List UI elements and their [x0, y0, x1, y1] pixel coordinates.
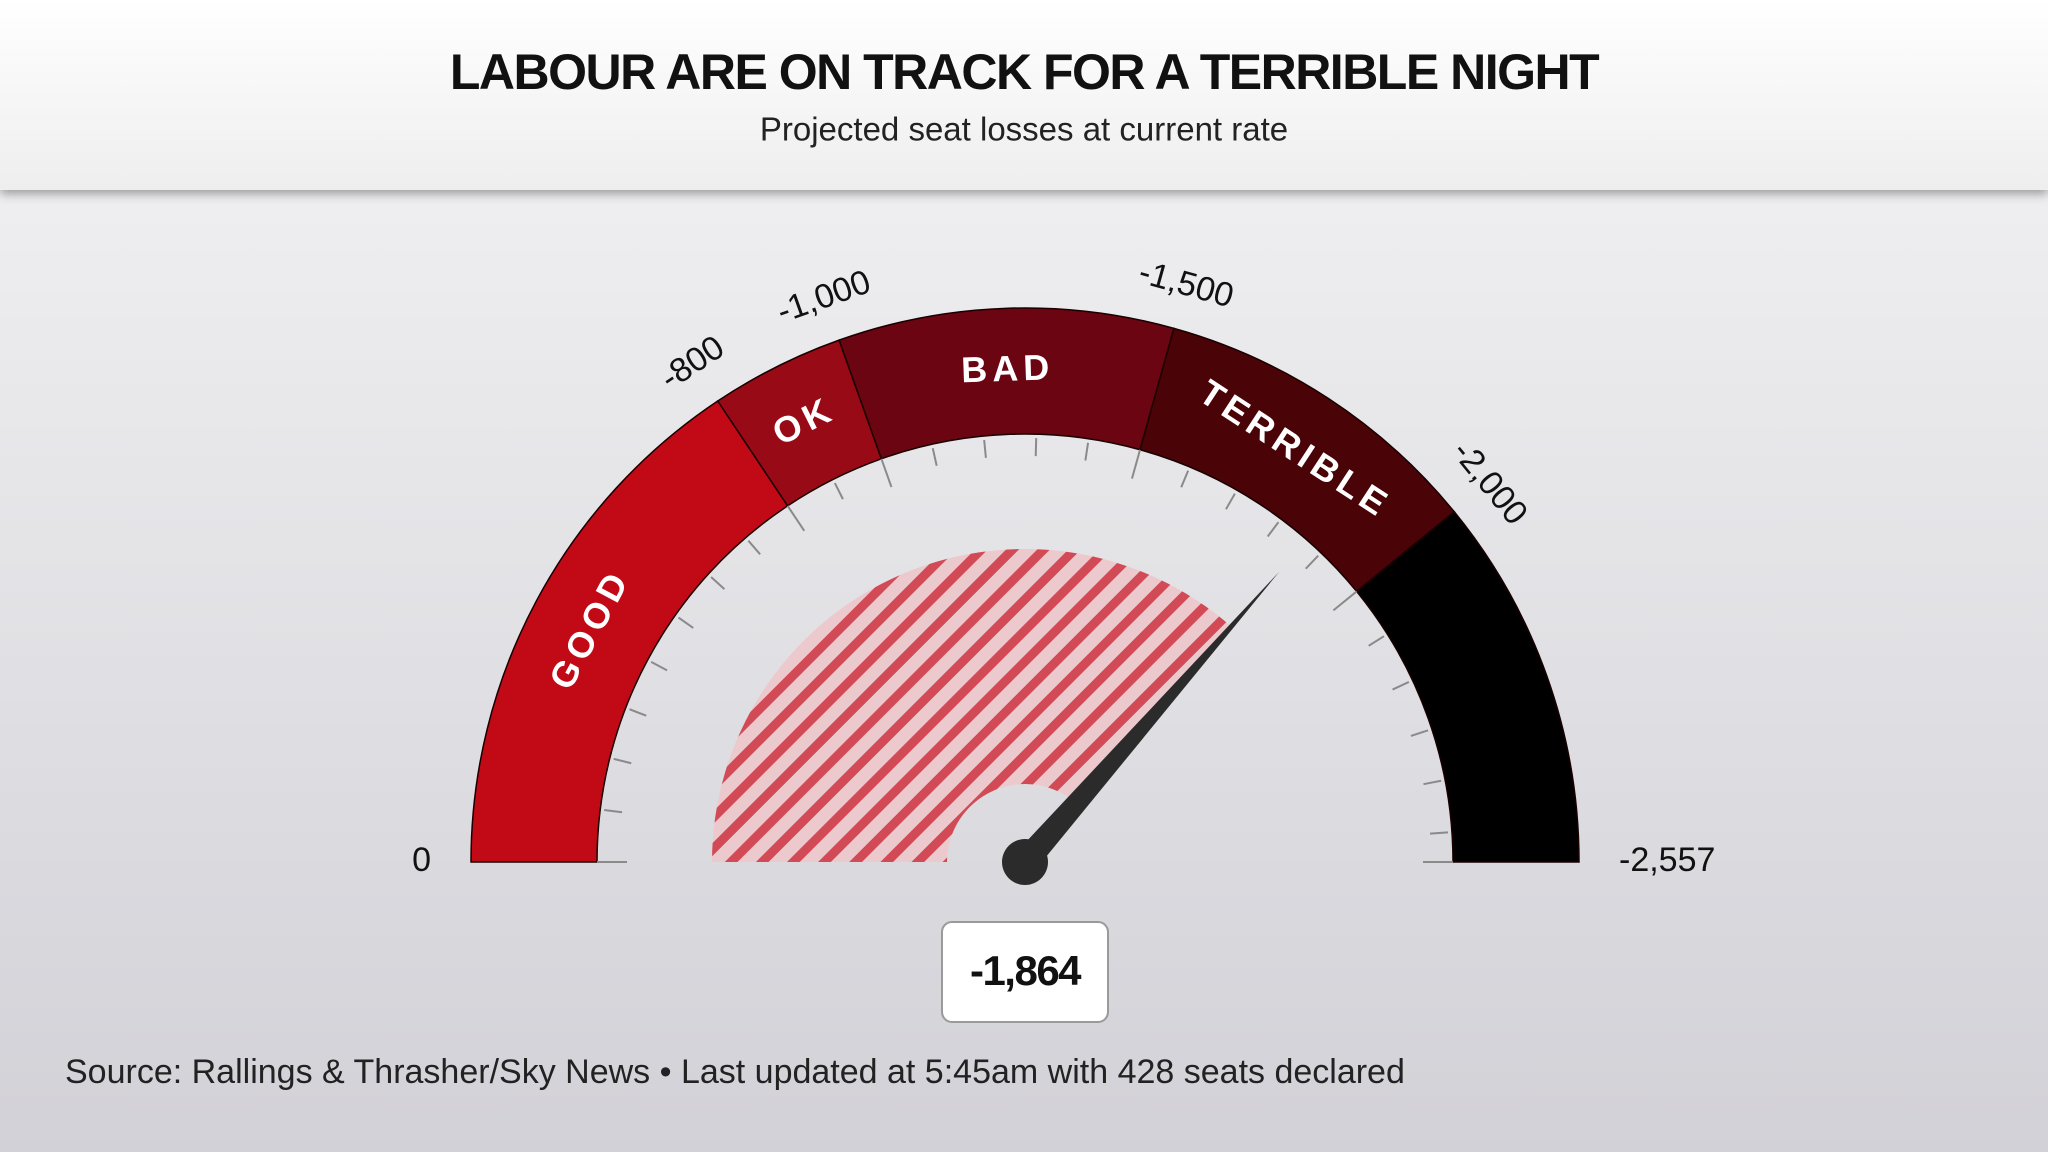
- minor-tick: [629, 708, 647, 717]
- tick-label: 0: [412, 841, 431, 879]
- major-tick: [1332, 590, 1358, 612]
- chart-title: LABOUR ARE ON TRACK FOR A TERRIBLE NIGHT: [450, 44, 1599, 100]
- minor-tick: [604, 809, 623, 814]
- minor-tick: [1392, 681, 1410, 691]
- minor-tick: [710, 576, 726, 590]
- major-tick: [1131, 449, 1142, 479]
- minor-tick: [1084, 442, 1090, 461]
- minor-tick: [1266, 521, 1280, 538]
- minor-tick: [1225, 493, 1236, 510]
- minor-tick: [677, 616, 694, 629]
- minor-tick: [1423, 779, 1442, 786]
- minor-tick: [931, 447, 938, 466]
- minor-tick: [1368, 635, 1385, 647]
- minor-tick: [1180, 470, 1190, 488]
- header-band: [0, 0, 2048, 190]
- band-label: BAD: [961, 346, 1055, 390]
- minor-tick: [1429, 831, 1449, 835]
- value-sector: [712, 548, 1232, 862]
- minor-tick: [1305, 555, 1319, 570]
- gauge-band: [1355, 510, 1580, 863]
- chart-subtitle: Projected seat losses at current rate: [760, 111, 1288, 148]
- minor-tick: [833, 482, 844, 500]
- source-note: Source: Rallings & Thrasher/Sky News • L…: [65, 1053, 1405, 1091]
- needle-hub: [1002, 839, 1048, 885]
- major-tick: [786, 505, 806, 532]
- tick-label: -800: [653, 328, 731, 397]
- minor-tick: [747, 540, 761, 555]
- minor-tick: [983, 439, 987, 458]
- value-box: [941, 921, 1109, 1023]
- major-tick: [880, 458, 893, 488]
- tick-label: -2,557: [1619, 841, 1715, 879]
- tick-label: -1,000: [772, 263, 876, 331]
- value-label: -1,864: [970, 947, 1082, 994]
- tick-label: -1,500: [1135, 253, 1238, 316]
- minor-tick: [613, 757, 632, 765]
- minor-tick: [650, 661, 668, 672]
- needle: [1015, 571, 1280, 871]
- minor-tick: [1410, 729, 1429, 737]
